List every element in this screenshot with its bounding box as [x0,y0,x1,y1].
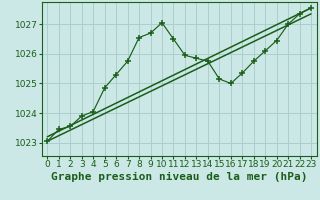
X-axis label: Graphe pression niveau de la mer (hPa): Graphe pression niveau de la mer (hPa) [51,172,308,182]
